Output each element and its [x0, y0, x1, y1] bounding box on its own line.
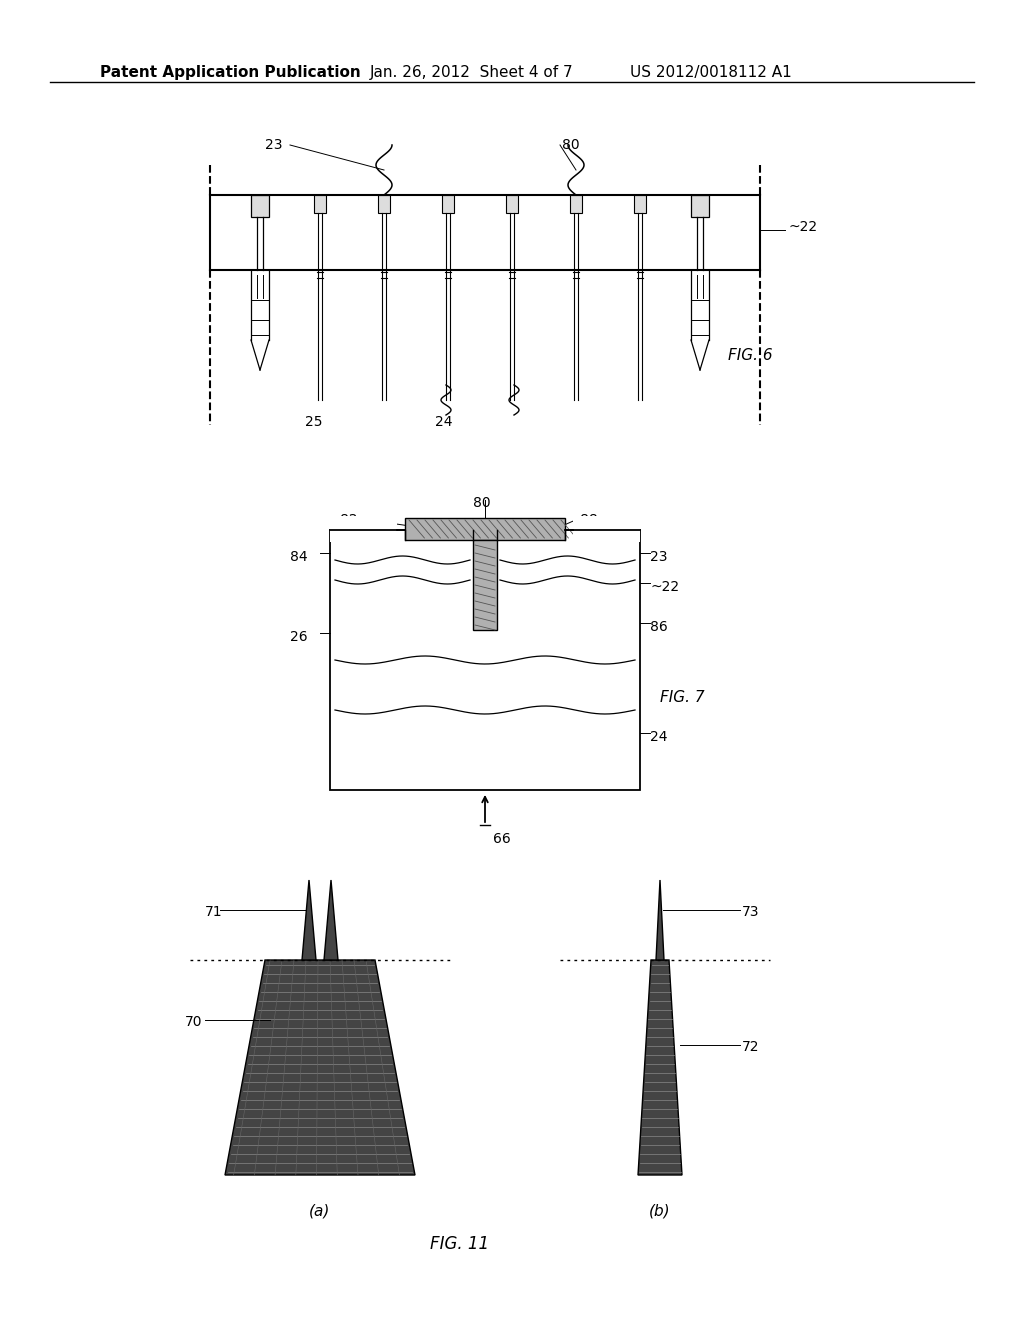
- Text: 24: 24: [435, 414, 453, 429]
- Bar: [378, 195, 390, 213]
- Bar: [473, 540, 497, 630]
- Text: (a): (a): [309, 1203, 331, 1218]
- Text: 73: 73: [742, 906, 760, 919]
- Text: (b): (b): [649, 1203, 671, 1218]
- Text: 24: 24: [650, 730, 668, 744]
- Bar: [691, 195, 709, 216]
- Text: ~22: ~22: [650, 579, 679, 594]
- Text: 26: 26: [290, 630, 307, 644]
- Text: 84: 84: [290, 550, 307, 564]
- Bar: [251, 195, 269, 216]
- Text: 70: 70: [185, 1015, 203, 1030]
- Text: 23: 23: [650, 550, 668, 564]
- Text: 66: 66: [493, 832, 511, 846]
- Bar: [573, 516, 640, 543]
- Bar: [314, 195, 326, 213]
- Text: FIG. 11: FIG. 11: [430, 1236, 489, 1253]
- Text: 80: 80: [473, 496, 490, 510]
- Text: 72: 72: [742, 1040, 760, 1053]
- Text: FIG. 7: FIG. 7: [660, 690, 705, 705]
- Text: 23: 23: [265, 139, 283, 152]
- Polygon shape: [324, 880, 338, 960]
- Text: 88: 88: [580, 513, 598, 527]
- Text: 71: 71: [205, 906, 222, 919]
- Bar: [406, 517, 565, 540]
- Polygon shape: [656, 880, 664, 960]
- Text: Patent Application Publication: Patent Application Publication: [100, 65, 360, 81]
- Text: FIG. 6: FIG. 6: [728, 348, 773, 363]
- Text: 25: 25: [305, 414, 323, 429]
- Text: 82: 82: [340, 513, 357, 527]
- Text: ~22: ~22: [788, 220, 817, 234]
- Bar: [634, 195, 646, 213]
- Bar: [570, 195, 582, 213]
- Polygon shape: [302, 880, 316, 960]
- Bar: [442, 195, 454, 213]
- Bar: [506, 195, 518, 213]
- Bar: [330, 516, 397, 543]
- Polygon shape: [225, 960, 415, 1175]
- Bar: [330, 531, 640, 789]
- Text: Jan. 26, 2012  Sheet 4 of 7: Jan. 26, 2012 Sheet 4 of 7: [370, 65, 573, 81]
- Text: 80: 80: [562, 139, 580, 152]
- Text: US 2012/0018112 A1: US 2012/0018112 A1: [630, 65, 792, 81]
- Text: 86: 86: [650, 620, 668, 634]
- Polygon shape: [638, 960, 682, 1175]
